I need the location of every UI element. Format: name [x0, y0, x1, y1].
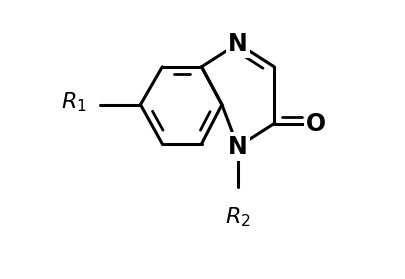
- Text: N: N: [228, 32, 247, 56]
- Text: N: N: [228, 135, 247, 159]
- Text: $R_2$: $R_2$: [224, 205, 250, 229]
- Text: O: O: [306, 112, 326, 136]
- Text: $R_1$: $R_1$: [61, 90, 87, 114]
